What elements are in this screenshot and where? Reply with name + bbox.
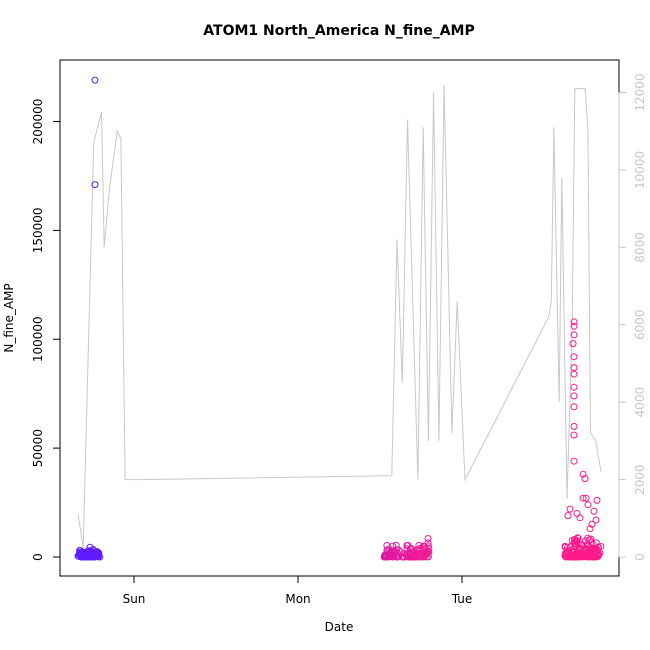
data-point — [570, 364, 578, 372]
y2-tick-label: 4000 — [633, 387, 647, 418]
data-point — [423, 553, 431, 561]
data-point — [582, 494, 590, 502]
data-point — [592, 516, 600, 524]
data-point — [570, 370, 578, 378]
data-point — [392, 541, 400, 549]
y-tick-label: 200000 — [31, 99, 45, 145]
data-point — [575, 544, 583, 552]
x-axis-label: Date — [325, 620, 354, 634]
data-point — [570, 431, 578, 439]
data-point — [570, 353, 578, 361]
data-point — [581, 475, 589, 483]
y-tick-label: 100000 — [31, 316, 45, 362]
plot-border — [59, 59, 620, 577]
y2-tick-label: 6000 — [633, 309, 647, 340]
data-point — [87, 553, 95, 561]
y2-tick-label: 8000 — [633, 232, 647, 263]
data-point — [409, 553, 417, 561]
data-point — [566, 505, 574, 513]
data-point — [389, 553, 397, 561]
x-tick-label: Sun — [123, 592, 146, 606]
y-axis-label: N_fine_AMP — [2, 283, 16, 352]
data-point — [76, 551, 84, 559]
data-point — [576, 514, 584, 522]
data-point — [380, 553, 388, 561]
data-point — [579, 470, 587, 478]
data-point — [570, 331, 578, 339]
data-point — [570, 457, 578, 465]
data-point — [586, 525, 594, 533]
data-point — [589, 551, 597, 559]
secondary-line-layer — [77, 84, 602, 548]
y2-tick-label: 0 — [633, 553, 647, 561]
y2-tick-label: 2000 — [633, 464, 647, 495]
data-point — [570, 422, 578, 430]
data-point — [584, 501, 592, 509]
data-point — [564, 512, 572, 520]
data-point — [588, 520, 596, 528]
data-point — [579, 553, 587, 561]
data-point — [84, 549, 91, 557]
y-tick-label: 150000 — [31, 207, 45, 253]
data-point — [385, 553, 393, 561]
data-point — [570, 322, 578, 330]
y2-tick-label: 10000 — [633, 151, 647, 189]
data-point — [394, 549, 402, 557]
y-tick-label: 0 — [31, 553, 45, 561]
y2-tick-label: 12000 — [633, 73, 647, 111]
data-point — [575, 540, 583, 548]
data-point — [568, 548, 576, 556]
data-point — [561, 550, 569, 557]
data-point — [570, 392, 578, 400]
data-point — [94, 552, 102, 560]
data-point — [573, 510, 581, 517]
data-point — [89, 545, 97, 553]
data-point — [569, 340, 577, 348]
data-point — [425, 548, 433, 556]
y-axis: 0 50000 100000 150000 200000 — [31, 99, 61, 561]
y-tick-label: 50000 — [31, 429, 45, 467]
data-point — [570, 318, 578, 326]
y2-axis: 0 2000 4000 6000 8000 10000 12000 — [618, 73, 647, 561]
data-point — [590, 507, 598, 515]
data-point — [401, 553, 408, 561]
data-point — [594, 549, 602, 557]
data-point — [411, 553, 419, 561]
secondary-series-line — [77, 84, 602, 548]
data-point — [419, 543, 427, 550]
data-point — [579, 494, 587, 502]
data-point — [583, 553, 591, 561]
data-point — [393, 553, 401, 561]
data-point — [592, 539, 600, 547]
data-point — [403, 545, 411, 553]
data-point — [424, 535, 432, 542]
x-axis: Sun Mon Tue — [123, 575, 473, 606]
data-point — [423, 548, 431, 556]
data-point — [91, 181, 99, 189]
data-point — [416, 544, 424, 552]
data-point — [91, 76, 99, 84]
points-layer — [74, 76, 605, 561]
chart-title: ATOM1 North_America N_fine_AMP — [203, 23, 474, 39]
data-point — [576, 549, 584, 557]
data-point — [389, 542, 397, 550]
data-point — [570, 383, 578, 391]
data-point — [570, 403, 578, 411]
x-tick-label: Mon — [285, 592, 310, 606]
data-point — [592, 553, 600, 561]
data-point — [91, 553, 99, 561]
data-point — [593, 496, 601, 504]
data-point — [424, 539, 432, 547]
data-point — [561, 542, 569, 550]
data-point — [581, 537, 589, 545]
data-point — [406, 553, 413, 561]
x-tick-label: Tue — [451, 592, 473, 606]
